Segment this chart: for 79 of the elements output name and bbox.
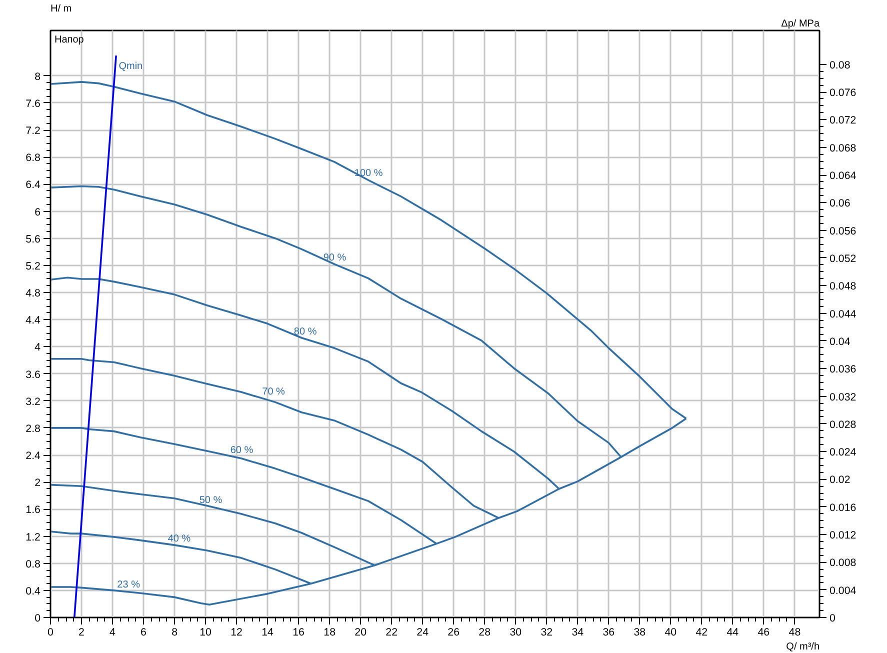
y-tick-label: 5.6 [26,233,41,246]
x-tick-label: 18 [324,626,336,638]
y-tick-label: 2 [34,477,41,490]
x-tick-label: 38 [634,626,646,638]
y2-tick-label: 0.048 [830,280,856,293]
y-tick-label: 8 [34,70,41,83]
y2-tick-label: 0.076 [830,87,856,100]
annotation: 40 % [168,533,191,544]
x-tick-label: 36 [602,626,615,638]
y2-tick-label: 0 [830,612,836,624]
x-tick-label: 0 [48,626,54,638]
y2-tick-label: 0.068 [830,142,856,154]
y2-tick-label: 0.008 [830,557,856,570]
y2-tick-label: 0.08 [830,59,850,72]
x-tick-label: 48 [788,626,801,638]
annotation: 50 % [199,494,222,506]
y-tick-label: 1.2 [26,531,41,544]
x-tick-label: 40 [664,626,677,638]
y-tick-label: 6 [34,206,41,218]
x-tick-label: 46 [758,626,770,638]
y-tick-label: 5.2 [26,260,41,272]
annotation: 70 % [262,386,286,398]
x-tick-label: 42 [696,626,708,638]
x-tick-label: 12 [230,626,243,638]
y2-tick-label: 0.016 [830,502,856,514]
y-tick-label: 3.6 [26,368,41,381]
y2-tick-label: 0.052 [830,252,856,265]
y2-tick-label: 0.036 [830,364,856,376]
x-tick-label: 22 [386,626,398,638]
y-tick-label: 0 [34,612,41,624]
y-tick-label: 4.4 [26,314,41,327]
x-tick-label: 6 [140,626,147,638]
y2-axis-title: Δp/ MPa [781,18,820,30]
annotation: Qmin [118,60,143,72]
x-tick-label: 20 [354,626,367,638]
y2-tick-label: 0.06 [830,198,850,210]
y2-tick-label: 0.004 [830,584,856,597]
y2-tick-label: 0.064 [830,170,856,182]
y2-tick-label: 0.024 [830,446,856,459]
y-tick-label: 4 [34,342,41,354]
x-tick-label: 34 [572,626,584,638]
x-tick-label: 10 [200,626,212,638]
y2-tick-label: 0.04 [830,336,850,348]
x-axis-title: Q/ m³/h [786,642,820,652]
y-tick-label: 7.6 [26,98,41,110]
y-axis-title: H/ m [50,4,72,14]
y2-tick-label: 0.056 [830,225,856,238]
y2-tick-label: 0.02 [830,474,850,486]
x-tick-label: 8 [172,626,178,638]
x-tick-label: 44 [726,626,739,638]
x-tick-label: 16 [292,626,305,638]
y-tick-label: 3.2 [26,396,41,408]
y-tick-label: 6.8 [26,152,41,164]
y-tick-label: 7.2 [26,125,41,138]
x-tick-label: 14 [262,626,274,638]
x-tick-label: 26 [448,626,460,638]
x-tick-label: 32 [540,626,553,638]
y2-tick-label: 0.072 [830,114,856,127]
y-tick-label: 2.4 [26,450,41,462]
annotation: 100 % [354,168,383,179]
chart-title: Напор [54,34,84,46]
annotation: 23 % [117,580,140,590]
annotation: 60 % [230,444,254,456]
x-tick-label: 4 [110,626,116,638]
x-tick-label: 2 [78,626,85,638]
y2-tick-label: 0.028 [830,418,856,431]
y-tick-label: 1.6 [26,504,41,516]
x-tick-label: 28 [478,626,491,638]
y2-tick-label: 0.032 [830,391,856,404]
x-tick-label: 24 [416,626,429,638]
y-tick-label: 2.8 [26,422,41,435]
annotation: 80 % [294,326,317,338]
y-tick-label: 0.4 [26,585,41,598]
y2-tick-label: 0.012 [830,530,856,542]
x-tick-label: 30 [510,626,522,638]
y2-tick-label: 0.044 [830,308,856,320]
y-tick-label: 4.8 [26,288,41,300]
y-tick-label: 0.8 [26,558,41,570]
y-tick-label: 6.4 [26,179,41,192]
